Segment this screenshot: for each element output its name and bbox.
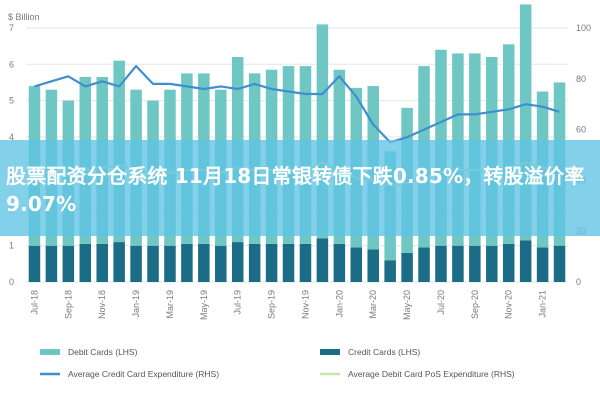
x-tick-label: Sep-18 [63, 290, 73, 319]
left-tick-label: 5 [9, 96, 14, 106]
x-tick-label: Sep-20 [470, 290, 480, 319]
x-tick-label: Jul-18 [29, 290, 39, 315]
x-tick-label: Mar-19 [165, 290, 175, 319]
left-tick-label: 1 [9, 241, 14, 251]
legend-label: Debit Cards (LHS) [68, 347, 138, 357]
credit-bar [147, 245, 159, 282]
x-tick-label: Jul-20 [436, 290, 446, 315]
credit-bar [265, 243, 278, 282]
x-tick-label: Jan-21 [538, 290, 548, 318]
left-tick-label: 6 [9, 59, 14, 69]
credit-bar [231, 242, 244, 282]
headline-banner: 股票配资分仓系统 11月18日常银转债下跌0.85%，转股溢价率9.07% [0, 140, 600, 236]
legend-swatch [40, 349, 60, 355]
credit-bar [62, 245, 75, 282]
credit-bar [502, 243, 515, 282]
credit-bar [130, 245, 142, 282]
x-tick-label: Nov-20 [504, 290, 514, 319]
x-tick-label: Nov-18 [97, 290, 107, 319]
debit-bar [519, 4, 532, 241]
right-tick-label: 60 [576, 125, 586, 135]
credit-bar [181, 243, 193, 282]
credit-bar [452, 245, 464, 282]
x-tick-label: Jan-19 [131, 290, 141, 318]
x-tick-label: Jan-20 [334, 290, 344, 318]
credit-bar [282, 243, 295, 282]
credit-bar [486, 245, 498, 282]
legend-label: Average Debit Card PoS Expenditure (RHS) [348, 369, 515, 379]
credit-bar [215, 245, 227, 282]
credit-bar [316, 238, 329, 282]
left-tick-label: 7 [9, 23, 14, 33]
credit-bar [248, 243, 261, 282]
credit-bar [553, 245, 566, 282]
credit-bar [164, 245, 176, 282]
credit-bar [418, 247, 430, 282]
headline-text: 股票配资分仓系统 11月18日常银转债下跌0.85%，转股溢价率9.07% [6, 164, 585, 216]
credit-bar [96, 243, 108, 282]
x-tick-label: Sep-19 [267, 290, 277, 319]
left-tick-label: 0 [9, 277, 14, 287]
credit-expenditure-line [34, 64, 560, 144]
legend-label: Average Credit Card Expenditure (RHS) [68, 369, 219, 379]
x-tick-label: Nov-19 [300, 290, 310, 319]
credit-bar [350, 247, 363, 282]
x-tick-label: Jul-19 [233, 290, 243, 315]
credit-bar [469, 245, 481, 282]
credit-bar [384, 260, 396, 282]
credit-bar [435, 245, 447, 282]
right-tick-label: 80 [576, 74, 586, 84]
credit-bar [28, 245, 41, 282]
credit-bar [536, 247, 549, 282]
right-tick-label: 0 [576, 277, 581, 287]
units-label: $ Billion [8, 12, 40, 22]
legend-label: Credit Cards (LHS) [348, 347, 420, 357]
credit-bar [367, 249, 379, 282]
credit-bar [299, 243, 312, 282]
x-tick-label: May-20 [402, 290, 412, 320]
credit-bar [113, 242, 125, 282]
right-tick-label: 100 [576, 23, 591, 33]
credit-bar [198, 243, 210, 282]
x-tick-label: Mar-20 [368, 290, 378, 319]
credit-bar [519, 240, 532, 282]
debit-bar [316, 24, 329, 239]
x-axis-ticks: Jul-18 Sep-18 Nov-18 Jan-19 Mar-19 May-19 Jul-… [29, 290, 547, 320]
left-tick-label: 4 [9, 132, 14, 142]
credit-bar [45, 245, 58, 282]
legend-swatch [320, 349, 340, 355]
credit-bar [401, 252, 413, 282]
credit-bar [79, 243, 92, 282]
legend: Debit Cards (LHS) Credit Cards (LHS) Avera… [40, 347, 515, 379]
x-tick-label: May-19 [199, 290, 209, 320]
credit-bar [333, 243, 346, 282]
